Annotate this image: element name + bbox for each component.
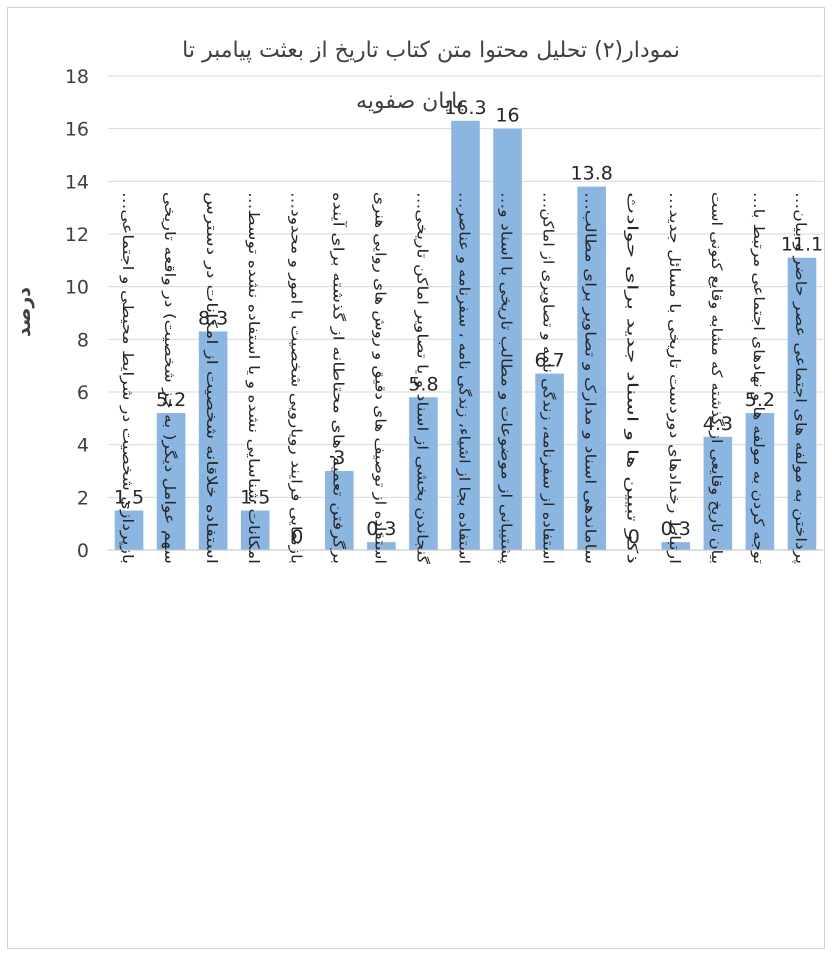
y-tick-label: 8 — [77, 329, 89, 351]
chart-title-line-1: نمودار(۲) تحلیل محتوا متن کتاب تاریخ از … — [182, 38, 680, 63]
y-axis-label: درصد — [13, 287, 35, 337]
y-tick-label: 0 — [77, 540, 89, 562]
data-label: 3 — [333, 447, 345, 469]
chart-border — [7, 7, 825, 949]
x-category-label: استفاده خلاقانه شخصیت از امکانات در دستر… — [203, 192, 219, 564]
y-tick-label: 4 — [77, 435, 89, 457]
bar — [493, 128, 522, 550]
x-category-label: امکانات شناسایی نشده و یا استفاده نشده ت… — [245, 192, 261, 564]
data-label: 13.8 — [571, 163, 613, 185]
bar — [240, 510, 270, 550]
y-tick-label: 12 — [65, 224, 89, 246]
x-category-label: بازنمایی فرایند رویارویی شخصیت با امور و… — [287, 192, 303, 564]
x-category-label: برگرفتن تعمیم های محتاطانه از گذشته برای… — [329, 192, 347, 564]
data-label: 16.3 — [444, 97, 486, 119]
bar — [114, 510, 144, 550]
bars — [114, 120, 817, 551]
chart-title-line-2: پایان صفویه — [356, 89, 464, 114]
bar — [367, 542, 396, 550]
x-category-label: توجه کردن به مولفه ها و نهادهای اجتماعی … — [750, 192, 766, 564]
y-axis-ticks: 0 2 4 6 8 10 12 14 16 18 — [65, 66, 89, 562]
y-tick-label: 18 — [65, 66, 89, 88]
bar — [451, 120, 480, 551]
data-label: 16 — [495, 105, 519, 127]
x-axis-category-labels: بازپردازی شخصیت در شرایط محیطی و اجتماعی… — [119, 192, 808, 564]
x-category-label: پرداختن به مولفه های اجتماعی عصر حاضر و … — [792, 192, 808, 564]
data-label: 8.3 — [198, 307, 228, 329]
bar — [535, 373, 564, 550]
y-tick-label: 14 — [65, 171, 89, 193]
x-category-label: گنجاندن بخشی از اسناد و یا تصاویر اماکن … — [413, 192, 430, 564]
data-label: 11.1 — [781, 234, 823, 256]
bar — [198, 331, 228, 550]
y-tick-label: 16 — [65, 119, 89, 141]
data-label: 0.3 — [661, 518, 691, 540]
data-labels: 1.5 5.2 8.3 1.5 0 3 0.3 5.8 16.3 16 6.7 13.8 0 0.3 4.3… — [114, 97, 823, 548]
data-label: 0.3 — [366, 518, 396, 540]
bar — [787, 257, 817, 550]
bar — [325, 471, 354, 550]
x-category-label: پشتیبانی از موضوعات و مطالب تاریخی با اس… — [498, 192, 514, 564]
x-category-label: ارتباط رخدادهای دوردست تاریخی با مسائل ج… — [666, 192, 682, 564]
bar — [745, 413, 775, 550]
x-category-label: استفاده از سفرنامه، زندگی نامه و تصاویری… — [540, 192, 557, 564]
x-category-label: بازپردازی شخصیت در شرایط محیطی و اجتماعی… — [119, 192, 135, 564]
data-label: 0 — [291, 526, 303, 548]
bar — [156, 413, 186, 550]
bar — [703, 436, 733, 550]
y-tick-label: 10 — [65, 277, 89, 299]
data-label: 4.3 — [703, 413, 733, 435]
x-category-label: ذکر تبیین ها و اسناد جدید برای حوادث — [624, 192, 640, 564]
y-tick-label: 6 — [77, 382, 89, 404]
data-label: 1.5 — [114, 487, 144, 509]
bar — [409, 397, 438, 550]
bar — [661, 542, 691, 550]
x-category-label: بیان تاریخ وقایعی از گذشته که مشابه وقای… — [708, 192, 725, 564]
data-label: 5.8 — [408, 373, 438, 395]
x-category-label: استفاده از توصیف های دقیق و روش های روای… — [371, 192, 387, 564]
data-label: 6.7 — [535, 350, 565, 372]
x-category-label: استفاده بجا از اشیاء، زندگی نامه ، سفرنا… — [456, 192, 473, 564]
data-label: 0 — [628, 526, 640, 548]
x-category-label: سهم عوامل دیگر( به جز شخصیت) در واقعه تا… — [161, 192, 178, 564]
data-label: 1.5 — [240, 487, 270, 509]
data-label: 5.2 — [156, 389, 186, 411]
x-category-label: ساماندهی اسناد و مدارک و تصاویر برای مطا… — [582, 192, 598, 564]
y-tick-label: 2 — [77, 487, 89, 509]
bar — [577, 186, 606, 550]
data-label: 5.2 — [745, 389, 775, 411]
